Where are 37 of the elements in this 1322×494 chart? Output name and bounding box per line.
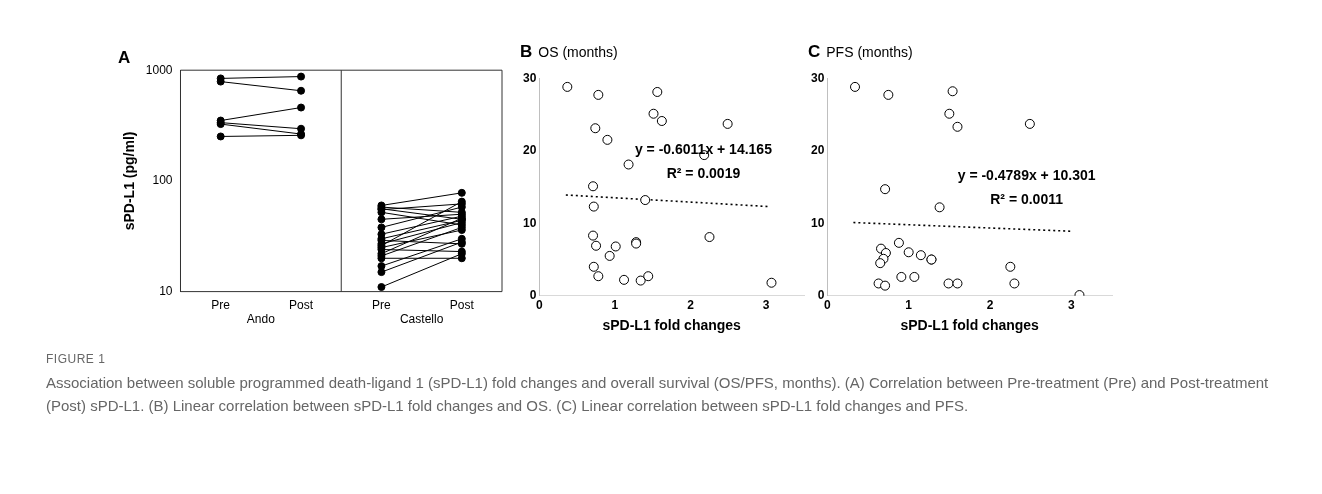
x-tick-label: 3	[762, 298, 770, 313]
x-tick-label: 3	[1067, 298, 1075, 313]
x-tick-label: Post	[289, 298, 314, 313]
y-tick-label: 10	[159, 283, 173, 298]
y-tick-label: 10	[522, 215, 537, 230]
x-tick-label: Pre	[372, 298, 392, 313]
x-axis-title: sPD-L1 fold changes	[900, 317, 1040, 334]
y-tick-label: 10	[810, 215, 825, 230]
y-tick-label: 30	[522, 70, 537, 85]
y-tick-label: 0	[529, 288, 537, 303]
x-tick-label: 2	[986, 298, 994, 313]
chart-title: C	[808, 42, 821, 61]
text: Association between soluble programmed death-ligand 1 (sPD-L1) fold changes and overall survival (OS/PFS, months). (A) Correlation between Pre-treatment (Pre) and Post-treatment (Post) sPD-L1. (B) Linear correlation between sPD-L1 fold changes and OS. (C) Linear correlation between sPD-L1 fold changes and PFS.	[46, 373, 1270, 416]
x-axis-title: sPD-L1 fold changes	[602, 317, 742, 334]
text: Castello	[399, 311, 444, 326]
y-tick-label: 20	[522, 143, 537, 158]
x-tick-label: Post	[449, 298, 475, 313]
annotation: y = -0.4789x + 10.301	[957, 166, 1096, 183]
annotation: y = -0.6011x + 14.165	[634, 140, 773, 157]
y-axis-title: PFS (months)	[826, 44, 913, 60]
y-axis-title: OS (months)	[538, 44, 618, 60]
y-tick-label: 100	[152, 173, 173, 188]
x-tick-label: 1	[905, 298, 913, 313]
y-axis-title: sPD-L1 (pg/ml)	[121, 131, 138, 231]
x-tick-label: Pre	[211, 298, 231, 313]
chart-title: B	[520, 42, 533, 61]
y-tick-label: 1000	[145, 62, 173, 77]
annotation: R² = 0.0019	[666, 164, 741, 181]
y-tick-label: 30	[810, 70, 825, 85]
annotation: R² = 0.0011	[990, 190, 1064, 207]
text: Ando	[246, 311, 276, 326]
text: FIGURE 1	[46, 352, 107, 366]
y-tick-label: 20	[810, 143, 825, 158]
chart-title: A	[118, 48, 131, 67]
y-tick-label: 0	[817, 288, 825, 303]
x-tick-label: 2	[687, 298, 695, 313]
x-tick-label: 1	[611, 298, 619, 313]
